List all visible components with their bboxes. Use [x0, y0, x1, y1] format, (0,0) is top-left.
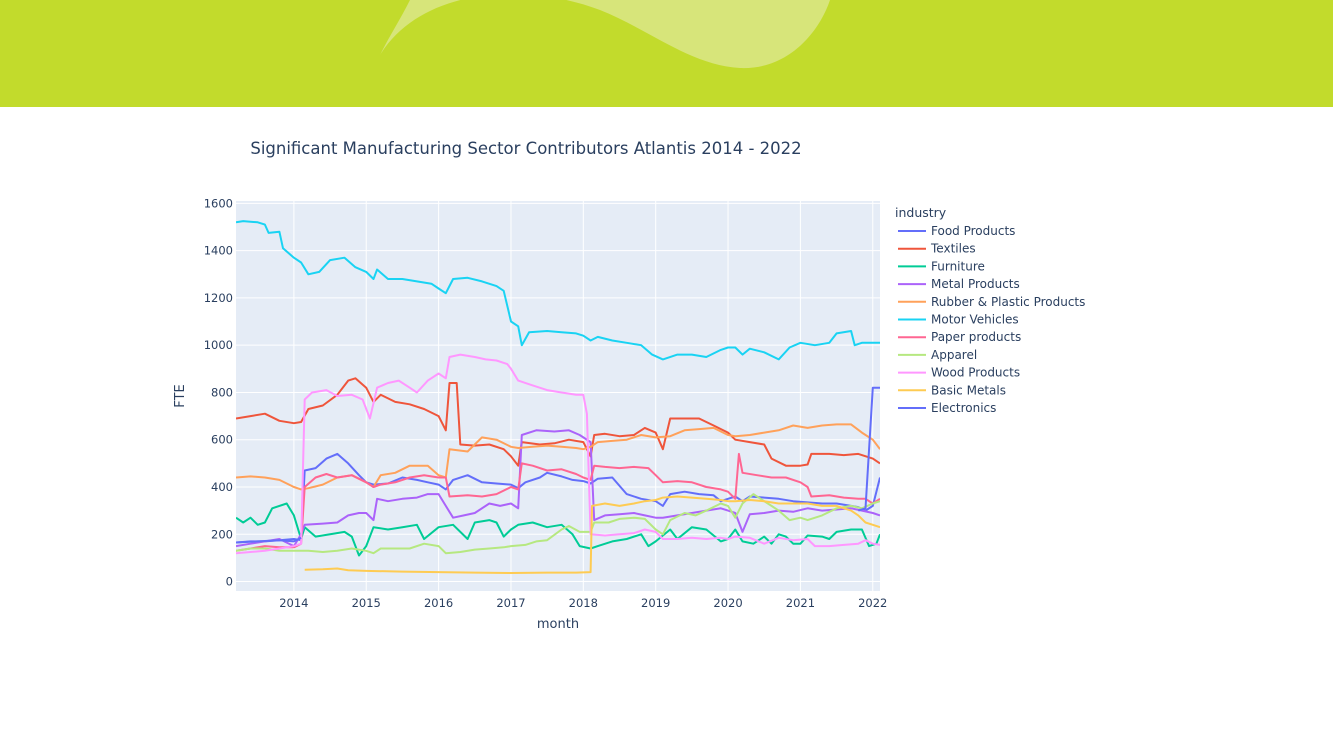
series-line-furniture[interactable] [236, 502, 880, 557]
series-line-basic-metals[interactable] [304, 495, 880, 574]
y-axis-title: FTE [173, 384, 188, 407]
legend-item-metal-products[interactable]: Metal Products [931, 277, 1020, 291]
legend-item-paper-products[interactable]: Paper products [931, 330, 1021, 344]
series-line-electronics[interactable] [236, 536, 302, 544]
x-tick-label: 2017 [496, 596, 525, 610]
series-line-apparel[interactable] [236, 493, 880, 555]
y-tick-label: 1000 [204, 338, 233, 352]
y-tick-label: 1200 [204, 291, 233, 305]
y-tick-label: 0 [226, 575, 233, 589]
y-tick-label: 1400 [204, 244, 233, 258]
legend: industry Food Products Textiles Furniture M… [895, 205, 1085, 415]
series-line-wood-products[interactable] [236, 353, 880, 555]
legend-item-textiles[interactable]: Textiles [930, 242, 976, 256]
grid-lines [236, 201, 880, 591]
x-tick-label: 2015 [352, 596, 381, 610]
legend-item-furniture[interactable]: Furniture [931, 259, 985, 273]
y-tick-label: 1600 [204, 196, 233, 210]
legend-item-wood-products[interactable]: Wood Products [931, 366, 1020, 380]
x-axis-title: month [537, 617, 579, 632]
legend-item-food-products[interactable]: Food Products [931, 224, 1015, 238]
series-line-electronics[interactable] [857, 386, 880, 512]
x-tick-label: 2021 [786, 596, 815, 610]
x-tick-label: 2016 [424, 596, 453, 610]
legend-item-rubber-plastic-products[interactable]: Rubber & Plastic Products [931, 295, 1085, 309]
legend-item-motor-vehicles[interactable]: Motor Vehicles [931, 313, 1019, 327]
x-tick-label: 2014 [279, 596, 308, 610]
y-axis-ticks: 0 200 400 600 800 1000 1200 1400 1600 [204, 196, 233, 588]
legend-title: industry [895, 205, 947, 220]
legend-item-apparel[interactable]: Apparel [931, 348, 977, 362]
series-line-metal-products[interactable] [236, 429, 880, 548]
x-tick-label: 2022 [858, 596, 887, 610]
y-tick-label: 600 [211, 433, 233, 447]
y-tick-label: 400 [211, 480, 233, 494]
legend-item-electronics[interactable]: Electronics [931, 401, 996, 415]
x-tick-label: 2020 [713, 596, 742, 610]
y-tick-label: 800 [211, 385, 233, 399]
series-line-textiles[interactable] [236, 377, 880, 467]
x-tick-label: 2018 [569, 596, 598, 610]
banner-decoration [380, 0, 830, 69]
y-tick-label: 200 [211, 527, 233, 541]
series-line-motor-vehicles[interactable] [236, 220, 880, 361]
banner-swoosh-shape [380, 0, 830, 69]
legend-item-basic-metals[interactable]: Basic Metals [931, 383, 1006, 397]
series-line-paper-products[interactable] [236, 452, 880, 552]
header-banner [0, 0, 1333, 107]
x-axis-ticks: 2014 2015 2016 2017 2018 2019 2020 2021 2022 [279, 596, 887, 610]
series-line-food-products[interactable] [236, 452, 880, 544]
x-tick-label: 2019 [641, 596, 670, 610]
chart-title: Significant Manufacturing Sector Contrib… [250, 139, 801, 158]
series-lines [236, 220, 880, 574]
chart-figure: 0 200 400 600 800 1000 1200 1400 1600 2014 2015 20… [162, 107, 1090, 667]
